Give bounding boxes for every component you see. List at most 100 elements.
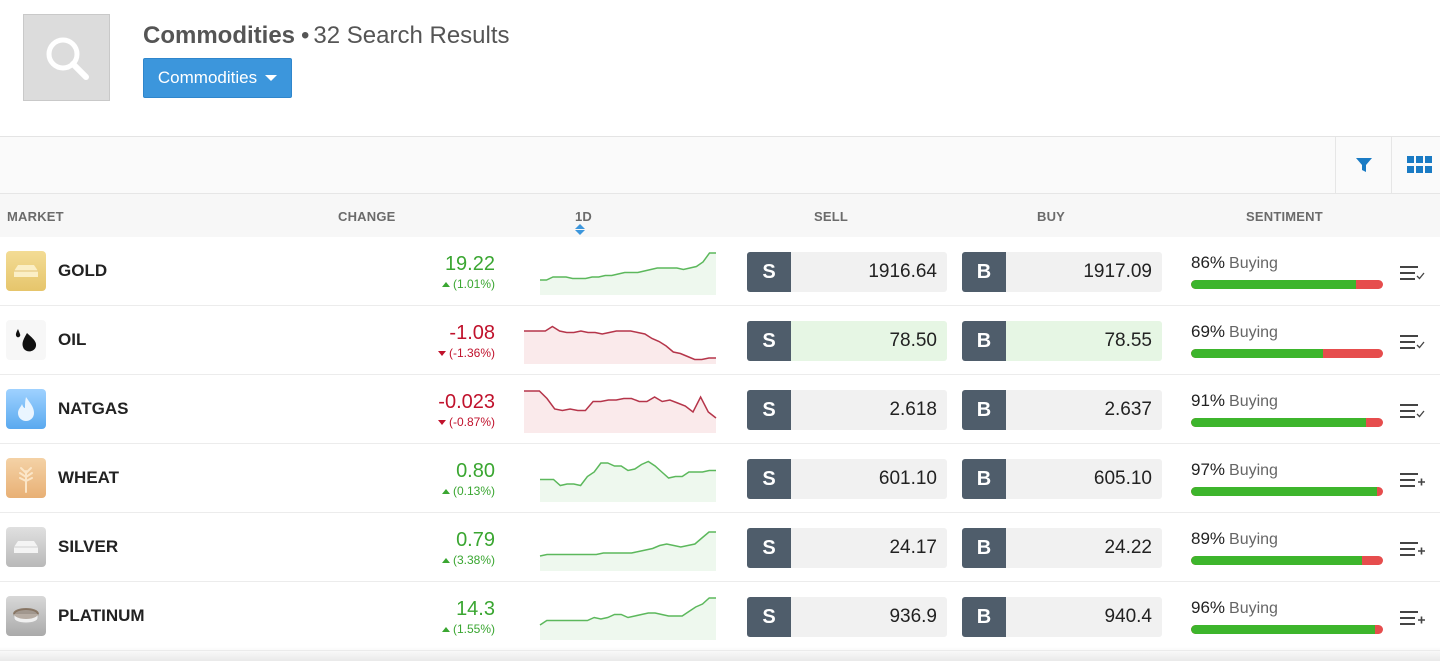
column-buy: BUY [1037, 209, 1066, 224]
market-row[interactable]: PLATINUM 14.3 (1.55%) S 936.9 B 940.4 96… [0, 582, 1440, 651]
sentiment-label: 96% Buying [1191, 598, 1383, 618]
market-name[interactable]: SILVER [58, 537, 119, 556]
sell-button[interactable]: S 2.618 [747, 390, 947, 430]
change-value: 14.3 [456, 598, 495, 620]
sentiment-bar [1191, 625, 1383, 634]
sentiment-word: Buying [1229, 462, 1278, 479]
market-row[interactable]: SILVER 0.79 (3.38%) S 24.17 B 24.22 89% B… [0, 513, 1440, 582]
sell-tag: S [747, 252, 791, 292]
change-percent: (-1.36%) [437, 346, 495, 360]
gold-bar-icon [6, 251, 46, 291]
sentiment-label: 91% Buying [1191, 391, 1383, 411]
sentiment-cell: 97% Buying [1191, 460, 1383, 496]
market-name[interactable]: OIL [58, 330, 87, 349]
change-percent: (-0.87%) [437, 415, 495, 429]
sentiment-bar-buying [1191, 418, 1366, 427]
column-period-sort[interactable]: 1D [575, 209, 592, 235]
change-cell: -0.023 (-0.87%) [437, 391, 495, 429]
sentiment-label: 86% Buying [1191, 253, 1383, 273]
filter-button[interactable] [1335, 137, 1391, 193]
watchlist-added-icon[interactable] [1398, 401, 1426, 421]
change-cell: 0.79 (3.38%) [441, 529, 495, 567]
filter-icon [1355, 158, 1372, 172]
market-row[interactable]: GOLD 19.22 (1.01%) S 1916.64 B 1917.09 8… [0, 237, 1440, 306]
platinum-ring-icon [6, 596, 46, 636]
sell-button[interactable]: S 78.50 [747, 321, 947, 361]
grid-view-icon [1406, 156, 1432, 173]
change-percent-value: (3.38%) [452, 553, 495, 567]
buy-button[interactable]: B 940.4 [962, 597, 1162, 637]
sell-button[interactable]: S 1916.64 [747, 252, 947, 292]
buy-tag: B [962, 390, 1006, 430]
buy-price: 2.637 [1006, 390, 1162, 430]
change-cell: 0.80 (0.13%) [441, 460, 495, 498]
sentiment-bar-buying [1191, 625, 1376, 634]
buy-tag: B [962, 252, 1006, 292]
sentiment-cell: 89% Buying [1191, 529, 1383, 565]
sentiment-percent: 89% [1191, 529, 1226, 548]
sell-tag: S [747, 321, 791, 361]
buy-price: 940.4 [1006, 597, 1162, 637]
change-value: -0.023 [438, 391, 495, 413]
buy-tag: B [962, 597, 1006, 637]
change-value: 0.79 [456, 529, 495, 551]
sell-price: 936.9 [791, 597, 947, 637]
change-percent: (3.38%) [441, 553, 495, 567]
sell-tag: S [747, 597, 791, 637]
sort-icon [575, 224, 585, 235]
market-row[interactable]: OIL -1.08 (-1.36%) S 78.50 B 78.55 69% Bu… [0, 306, 1440, 375]
market-name[interactable]: PLATINUM [58, 606, 145, 625]
buy-button[interactable]: B 605.10 [962, 459, 1162, 499]
buy-button[interactable]: B 78.55 [962, 321, 1162, 361]
sell-tag: S [747, 390, 791, 430]
market-row[interactable]: NATGAS -0.023 (-0.87%) S 2.618 B 2.637 9… [0, 375, 1440, 444]
change-cell: 19.22 (1.01%) [441, 253, 495, 291]
market-name[interactable]: WHEAT [58, 468, 120, 487]
watchlist-added-icon[interactable] [1398, 332, 1426, 352]
sentiment-label: 69% Buying [1191, 322, 1383, 342]
sell-button[interactable]: S 936.9 [747, 597, 947, 637]
sentiment-bar [1191, 349, 1383, 358]
market-name[interactable]: GOLD [58, 261, 108, 280]
sentiment-percent: 86% [1191, 253, 1226, 272]
column-change[interactable]: CHANGE [338, 209, 396, 224]
market-name[interactable]: NATGAS [58, 399, 129, 418]
buy-button[interactable]: B 2.637 [962, 390, 1162, 430]
toolbar [0, 137, 1440, 194]
grid-view-button[interactable] [1391, 137, 1440, 193]
sparkline-chart [524, 385, 718, 433]
market-list: GOLD 19.22 (1.01%) S 1916.64 B 1917.09 8… [0, 237, 1440, 651]
title-category: Commodities [143, 22, 296, 49]
column-market[interactable]: MARKET [7, 209, 64, 224]
sell-price: 78.50 [791, 321, 947, 361]
buy-button[interactable]: B 24.22 [962, 528, 1162, 568]
watchlist-add-icon[interactable] [1398, 539, 1426, 559]
sentiment-bar [1191, 487, 1383, 496]
change-percent: (1.01%) [441, 277, 495, 291]
sentiment-cell: 96% Buying [1191, 598, 1383, 634]
buy-button[interactable]: B 1917.09 [962, 252, 1162, 292]
change-cell: 14.3 (1.55%) [441, 598, 495, 636]
chevron-down-icon [265, 75, 278, 81]
sentiment-percent: 96% [1191, 598, 1226, 617]
change-value: 0.80 [456, 460, 495, 482]
sparkline-chart [524, 592, 718, 640]
sell-button[interactable]: S 601.10 [747, 459, 947, 499]
sentiment-cell: 86% Buying [1191, 253, 1383, 289]
market-row[interactable]: WHEAT 0.80 (0.13%) S 601.10 B 605.10 97%… [0, 444, 1440, 513]
buy-tag: B [962, 459, 1006, 499]
watchlist-added-icon[interactable] [1398, 263, 1426, 283]
sentiment-bar [1191, 556, 1383, 565]
sentiment-word: Buying [1229, 255, 1278, 272]
arrow-down-icon [437, 419, 446, 425]
watchlist-add-icon[interactable] [1398, 470, 1426, 490]
watchlist-add-icon[interactable] [1398, 608, 1426, 628]
column-sell: SELL [814, 209, 849, 224]
search-icon [46, 37, 89, 80]
category-dropdown-button[interactable]: Commodities [143, 58, 292, 98]
oil-drops-icon [6, 320, 46, 360]
sell-button[interactable]: S 24.17 [747, 528, 947, 568]
sentiment-word: Buying [1229, 324, 1278, 341]
sentiment-bar-buying [1191, 349, 1324, 358]
sentiment-percent: 91% [1191, 391, 1226, 410]
